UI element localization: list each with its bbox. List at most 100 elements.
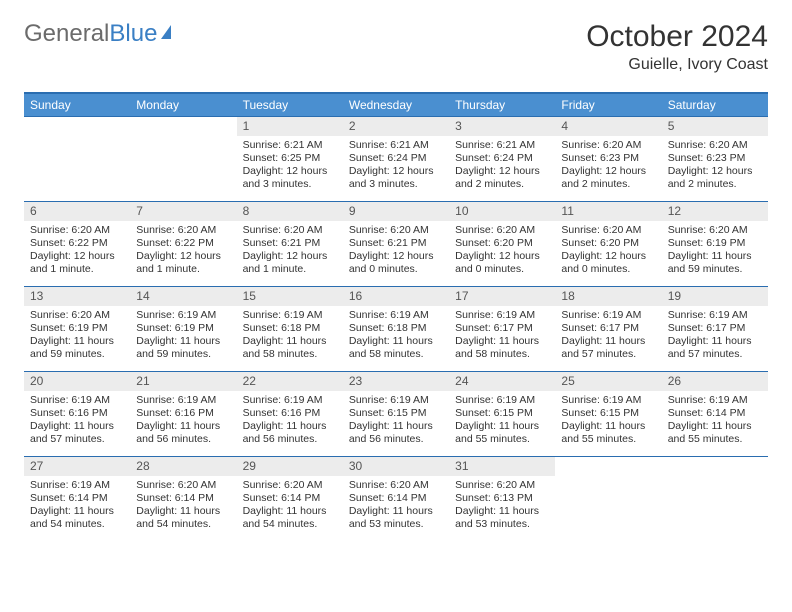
day-number: 26 (662, 372, 768, 391)
calendar-cell: 25Sunrise: 6:19 AMSunset: 6:15 PMDayligh… (555, 371, 661, 456)
sunrise-text: Sunrise: 6:19 AM (243, 394, 337, 407)
calendar-cell: 31Sunrise: 6:20 AMSunset: 6:13 PMDayligh… (449, 456, 555, 541)
calendar-cell: 30Sunrise: 6:20 AMSunset: 6:14 PMDayligh… (343, 456, 449, 541)
calendar-cell-empty (130, 116, 236, 201)
day-number: 27 (24, 457, 130, 476)
sunrise-text: Sunrise: 6:20 AM (136, 224, 230, 237)
day-details: Sunrise: 6:19 AMSunset: 6:19 PMDaylight:… (130, 306, 236, 368)
calendar-cell-empty (24, 116, 130, 201)
day-details: Sunrise: 6:20 AMSunset: 6:19 PMDaylight:… (24, 306, 130, 368)
calendar-cell: 2Sunrise: 6:21 AMSunset: 6:24 PMDaylight… (343, 116, 449, 201)
daylight-text: Daylight: 12 hours and 1 minute. (30, 250, 124, 276)
sunrise-text: Sunrise: 6:20 AM (30, 309, 124, 322)
day-details: Sunrise: 6:19 AMSunset: 6:17 PMDaylight:… (449, 306, 555, 368)
sunset-text: Sunset: 6:14 PM (349, 492, 443, 505)
sunset-text: Sunset: 6:15 PM (455, 407, 549, 420)
sunrise-text: Sunrise: 6:19 AM (349, 309, 443, 322)
sail-icon (161, 25, 171, 39)
day-number: 29 (237, 457, 343, 476)
month-title: October 2024 (586, 20, 768, 54)
calendar-cell: 7Sunrise: 6:20 AMSunset: 6:22 PMDaylight… (130, 201, 236, 286)
daylight-text: Daylight: 12 hours and 3 minutes. (349, 165, 443, 191)
daylight-text: Daylight: 11 hours and 57 minutes. (30, 420, 124, 446)
day-number: 15 (237, 287, 343, 306)
brand-part1: General (24, 20, 109, 48)
sunrise-text: Sunrise: 6:21 AM (243, 139, 337, 152)
calendar-cell: 18Sunrise: 6:19 AMSunset: 6:17 PMDayligh… (555, 286, 661, 371)
sunrise-text: Sunrise: 6:20 AM (243, 479, 337, 492)
calendar-cell: 28Sunrise: 6:20 AMSunset: 6:14 PMDayligh… (130, 456, 236, 541)
daylight-text: Daylight: 12 hours and 2 minutes. (561, 165, 655, 191)
daylight-text: Daylight: 11 hours and 54 minutes. (136, 505, 230, 531)
calendar-cell: 3Sunrise: 6:21 AMSunset: 6:24 PMDaylight… (449, 116, 555, 201)
sunset-text: Sunset: 6:20 PM (561, 237, 655, 250)
sunset-text: Sunset: 6:14 PM (136, 492, 230, 505)
calendar-cell-empty (662, 456, 768, 541)
day-details: Sunrise: 6:20 AMSunset: 6:19 PMDaylight:… (662, 221, 768, 283)
calendar-cell: 8 Sunrise: 6:20 AMSunset: 6:21 PMDaylight… (237, 201, 343, 286)
sunrise-text: Sunrise: 6:21 AM (349, 139, 443, 152)
daylight-text: Daylight: 11 hours and 57 minutes. (561, 335, 655, 361)
weekday-header: Tuesday (237, 94, 343, 116)
sunrise-text: Sunrise: 6:20 AM (455, 224, 549, 237)
sunset-text: Sunset: 6:20 PM (455, 237, 549, 250)
day-details: Sunrise: 6:19 AMSunset: 6:16 PMDaylight:… (130, 391, 236, 453)
daylight-text: Daylight: 12 hours and 1 minute. (136, 250, 230, 276)
sunset-text: Sunset: 6:19 PM (136, 322, 230, 335)
day-details: Sunrise: 6:19 AMSunset: 6:17 PMDaylight:… (555, 306, 661, 368)
calendar-grid: SundayMondayTuesdayWednesdayThursdayFrid… (24, 92, 768, 541)
day-number: 16 (343, 287, 449, 306)
sunset-text: Sunset: 6:23 PM (668, 152, 762, 165)
daylight-text: Daylight: 11 hours and 55 minutes. (668, 420, 762, 446)
day-number: 9 (343, 202, 449, 221)
sunrise-text: Sunrise: 6:19 AM (136, 309, 230, 322)
sunset-text: Sunset: 6:23 PM (561, 152, 655, 165)
day-number: 13 (24, 287, 130, 306)
daylight-text: Daylight: 11 hours and 58 minutes. (455, 335, 549, 361)
day-number: 23 (343, 372, 449, 391)
calendar-cell: 13Sunrise: 6:20 AMSunset: 6:19 PMDayligh… (24, 286, 130, 371)
calendar-cell-empty (555, 456, 661, 541)
sunset-text: Sunset: 6:21 PM (243, 237, 337, 250)
weekday-header: Monday (130, 94, 236, 116)
sunset-text: Sunset: 6:14 PM (243, 492, 337, 505)
sunrise-text: Sunrise: 6:19 AM (30, 479, 124, 492)
calendar-cell: 21Sunrise: 6:19 AMSunset: 6:16 PMDayligh… (130, 371, 236, 456)
day-number: 30 (343, 457, 449, 476)
daylight-text: Daylight: 12 hours and 0 minutes. (455, 250, 549, 276)
weekday-header: Thursday (449, 94, 555, 116)
daylight-text: Daylight: 11 hours and 56 minutes. (349, 420, 443, 446)
sunrise-text: Sunrise: 6:19 AM (668, 394, 762, 407)
sunrise-text: Sunrise: 6:20 AM (455, 479, 549, 492)
day-details: Sunrise: 6:20 AMSunset: 6:20 PMDaylight:… (555, 221, 661, 283)
sunrise-text: Sunrise: 6:20 AM (349, 479, 443, 492)
sunset-text: Sunset: 6:24 PM (455, 152, 549, 165)
day-details: Sunrise: 6:19 AMSunset: 6:15 PMDaylight:… (555, 391, 661, 453)
sunrise-text: Sunrise: 6:19 AM (668, 309, 762, 322)
day-number: 22 (237, 372, 343, 391)
sunrise-text: Sunrise: 6:20 AM (668, 224, 762, 237)
calendar-cell: 14Sunrise: 6:19 AMSunset: 6:19 PMDayligh… (130, 286, 236, 371)
calendar-cell: 24Sunrise: 6:19 AMSunset: 6:15 PMDayligh… (449, 371, 555, 456)
weekday-header: Wednesday (343, 94, 449, 116)
sunrise-text: Sunrise: 6:19 AM (243, 309, 337, 322)
sunset-text: Sunset: 6:24 PM (349, 152, 443, 165)
header: GeneralBlue October 2024 Guielle, Ivory … (24, 20, 768, 74)
day-number: 14 (130, 287, 236, 306)
day-number: 8 (237, 202, 343, 221)
sunset-text: Sunset: 6:13 PM (455, 492, 549, 505)
daylight-text: Daylight: 12 hours and 0 minutes. (561, 250, 655, 276)
day-details: Sunrise: 6:19 AMSunset: 6:15 PMDaylight:… (449, 391, 555, 453)
day-number: 24 (449, 372, 555, 391)
calendar-cell: 1Sunrise: 6:21 AMSunset: 6:25 PMDaylight… (237, 116, 343, 201)
calendar-cell: 11Sunrise: 6:20 AMSunset: 6:20 PMDayligh… (555, 201, 661, 286)
daylight-text: Daylight: 12 hours and 1 minute. (243, 250, 337, 276)
sunrise-text: Sunrise: 6:20 AM (243, 224, 337, 237)
sunset-text: Sunset: 6:16 PM (136, 407, 230, 420)
calendar-cell: 12Sunrise: 6:20 AMSunset: 6:19 PMDayligh… (662, 201, 768, 286)
daylight-text: Daylight: 11 hours and 55 minutes. (561, 420, 655, 446)
calendar-cell: 16Sunrise: 6:19 AMSunset: 6:18 PMDayligh… (343, 286, 449, 371)
daylight-text: Daylight: 12 hours and 3 minutes. (243, 165, 337, 191)
location-label: Guielle, Ivory Coast (586, 56, 768, 74)
daylight-text: Daylight: 11 hours and 58 minutes. (243, 335, 337, 361)
